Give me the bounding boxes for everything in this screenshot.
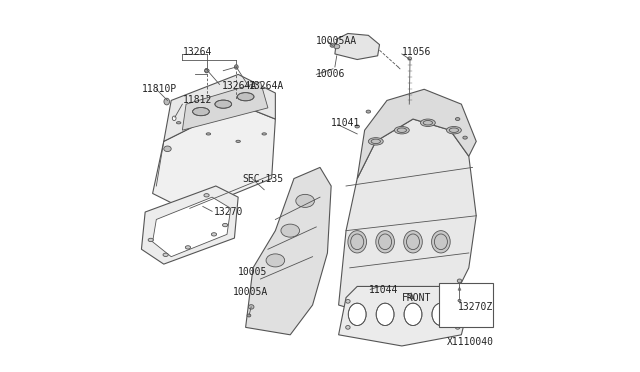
Text: 13264A: 13264A [221, 81, 257, 90]
Polygon shape [357, 89, 476, 179]
Ellipse shape [237, 93, 254, 101]
Ellipse shape [262, 133, 266, 135]
Ellipse shape [355, 125, 360, 128]
Ellipse shape [223, 223, 228, 227]
Ellipse shape [164, 98, 170, 105]
Ellipse shape [148, 238, 154, 242]
Ellipse shape [376, 303, 394, 326]
Ellipse shape [247, 314, 251, 317]
Text: 11044: 11044 [369, 285, 397, 295]
Ellipse shape [432, 303, 450, 326]
Ellipse shape [334, 44, 340, 49]
Bar [439, 283, 493, 327]
Text: 10005AA: 10005AA [316, 36, 357, 46]
Polygon shape [164, 74, 275, 141]
Ellipse shape [408, 57, 412, 60]
Text: 11056: 11056 [402, 47, 431, 57]
Ellipse shape [420, 119, 435, 126]
Polygon shape [339, 286, 468, 346]
Polygon shape [335, 33, 380, 60]
Polygon shape [458, 287, 461, 290]
Text: 13264: 13264 [182, 47, 212, 57]
Text: 11812: 11812 [182, 96, 212, 105]
Ellipse shape [457, 279, 461, 283]
Polygon shape [141, 186, 238, 264]
Text: SEC.135: SEC.135 [242, 174, 283, 183]
Ellipse shape [211, 233, 216, 236]
Ellipse shape [456, 118, 460, 121]
Ellipse shape [205, 69, 209, 72]
Ellipse shape [456, 299, 460, 303]
Ellipse shape [404, 231, 422, 253]
Ellipse shape [447, 126, 461, 134]
Ellipse shape [369, 138, 383, 145]
Ellipse shape [186, 246, 191, 249]
Polygon shape [152, 197, 231, 257]
Ellipse shape [296, 195, 314, 208]
Ellipse shape [458, 299, 461, 302]
Ellipse shape [281, 224, 300, 237]
Text: 13270Z: 13270Z [458, 302, 493, 312]
Text: FRONT: FRONT [402, 293, 431, 302]
Text: 11810P: 11810P [141, 84, 177, 94]
Ellipse shape [346, 326, 350, 329]
Polygon shape [246, 167, 331, 335]
Ellipse shape [177, 122, 181, 124]
Ellipse shape [348, 231, 367, 253]
Ellipse shape [204, 194, 209, 197]
Ellipse shape [193, 108, 209, 116]
Text: 13264A: 13264A [250, 81, 285, 90]
Ellipse shape [215, 100, 232, 108]
Ellipse shape [456, 326, 460, 329]
Ellipse shape [164, 146, 172, 152]
Ellipse shape [163, 253, 168, 257]
Text: 10005: 10005 [238, 267, 268, 276]
Ellipse shape [236, 140, 241, 142]
Polygon shape [152, 104, 275, 212]
Polygon shape [339, 119, 476, 324]
Text: 10006: 10006 [316, 70, 346, 79]
Ellipse shape [248, 305, 254, 309]
Ellipse shape [266, 254, 285, 267]
Ellipse shape [463, 136, 467, 139]
Ellipse shape [366, 110, 371, 113]
Ellipse shape [234, 65, 238, 69]
Text: X1110040: X1110040 [447, 337, 493, 347]
Ellipse shape [404, 303, 422, 326]
Ellipse shape [205, 68, 209, 73]
Ellipse shape [346, 299, 350, 303]
Text: 10005A: 10005A [232, 287, 268, 297]
Ellipse shape [431, 231, 450, 253]
Text: 11041: 11041 [331, 118, 360, 128]
Ellipse shape [394, 126, 410, 134]
Ellipse shape [348, 303, 366, 326]
Ellipse shape [172, 116, 176, 121]
Ellipse shape [206, 133, 211, 135]
Text: 13270: 13270 [214, 207, 243, 217]
Polygon shape [182, 82, 268, 130]
Ellipse shape [376, 231, 394, 253]
Ellipse shape [330, 44, 335, 47]
